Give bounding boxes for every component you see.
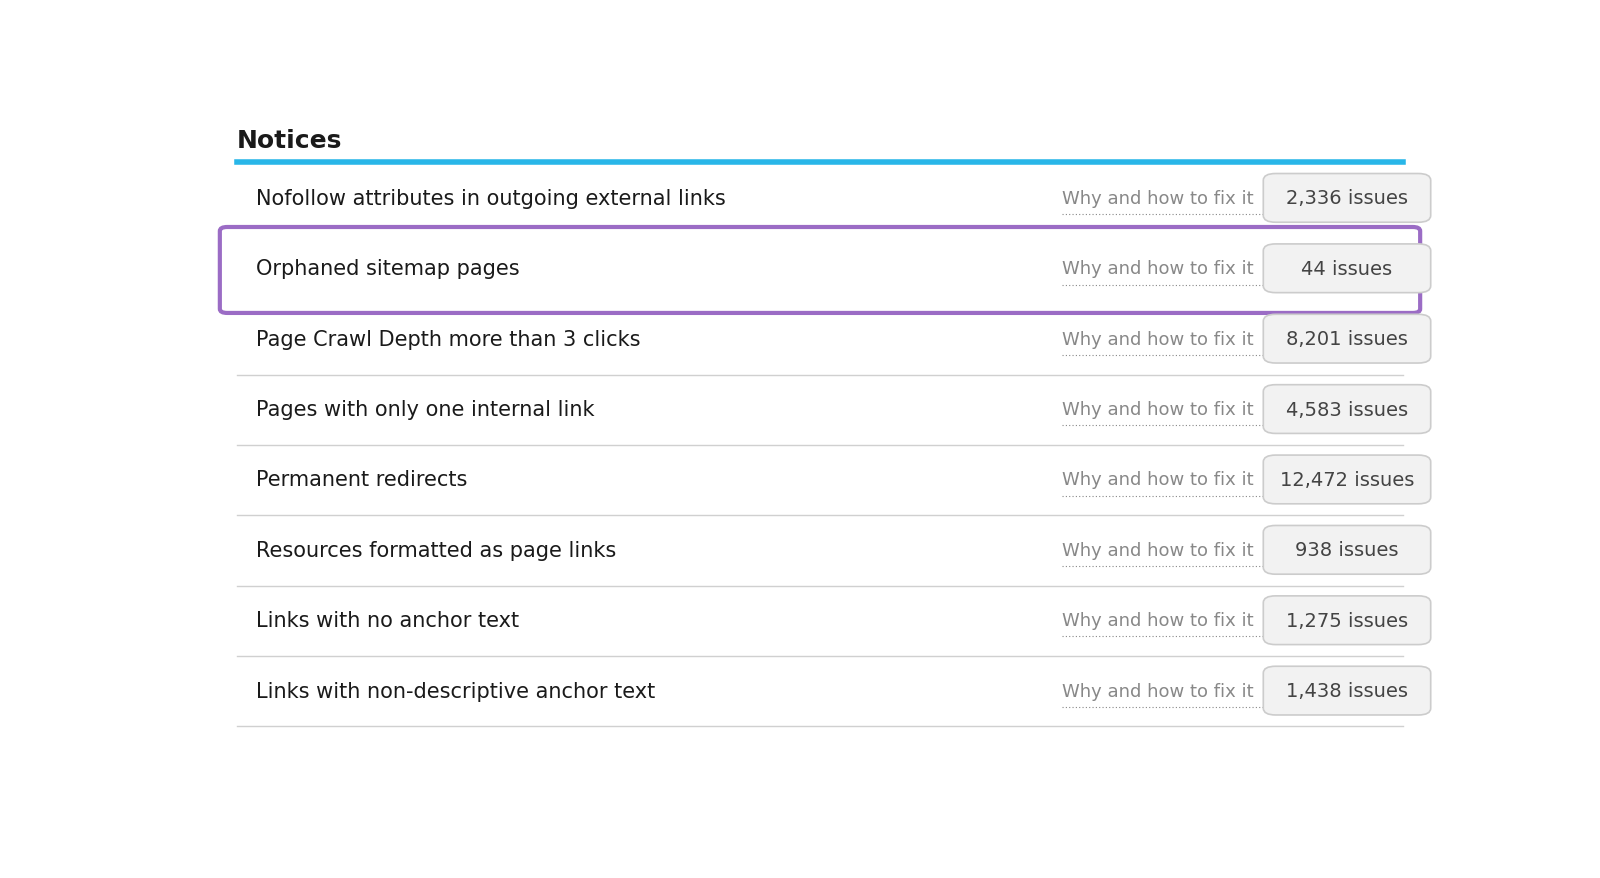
Text: Permanent redirects: Permanent redirects xyxy=(256,470,467,490)
Text: 12,472 issues: 12,472 issues xyxy=(1280,471,1414,489)
Text: Why and how to fix it: Why and how to fix it xyxy=(1062,471,1253,489)
Text: Orphaned sitemap pages: Orphaned sitemap pages xyxy=(256,259,520,279)
Text: 938 issues: 938 issues xyxy=(1296,541,1398,559)
Text: Why and how to fix it: Why and how to fix it xyxy=(1062,612,1253,630)
FancyBboxPatch shape xyxy=(1264,596,1430,644)
Text: Nofollow attributes in outgoing external links: Nofollow attributes in outgoing external… xyxy=(256,189,725,209)
Text: Why and how to fix it: Why and how to fix it xyxy=(1062,260,1253,278)
Text: Notices: Notices xyxy=(237,129,342,153)
Text: Links with non-descriptive anchor text: Links with non-descriptive anchor text xyxy=(256,680,654,701)
Text: 1,275 issues: 1,275 issues xyxy=(1286,611,1408,630)
Text: Why and how to fix it: Why and how to fix it xyxy=(1062,541,1253,559)
Text: Page Crawl Depth more than 3 clicks: Page Crawl Depth more than 3 clicks xyxy=(256,329,640,349)
Text: Links with no anchor text: Links with no anchor text xyxy=(256,610,518,630)
FancyBboxPatch shape xyxy=(1264,245,1430,293)
Text: 8,201 issues: 8,201 issues xyxy=(1286,330,1408,349)
FancyBboxPatch shape xyxy=(1264,385,1430,434)
FancyBboxPatch shape xyxy=(219,227,1421,313)
Text: Why and how to fix it: Why and how to fix it xyxy=(1062,330,1253,349)
Text: 4,583 issues: 4,583 issues xyxy=(1286,400,1408,419)
Text: Why and how to fix it: Why and how to fix it xyxy=(1062,400,1253,419)
FancyBboxPatch shape xyxy=(1264,315,1430,363)
FancyBboxPatch shape xyxy=(1264,666,1430,716)
Text: 44 issues: 44 issues xyxy=(1301,260,1392,278)
FancyBboxPatch shape xyxy=(1264,456,1430,504)
FancyBboxPatch shape xyxy=(1264,175,1430,223)
Text: Pages with only one internal link: Pages with only one internal link xyxy=(256,399,594,420)
Text: Why and how to fix it: Why and how to fix it xyxy=(1062,682,1253,700)
Text: Why and how to fix it: Why and how to fix it xyxy=(1062,190,1253,207)
Text: 1,438 issues: 1,438 issues xyxy=(1286,681,1408,701)
FancyBboxPatch shape xyxy=(1264,526,1430,574)
Text: 2,336 issues: 2,336 issues xyxy=(1286,189,1408,208)
Text: Resources formatted as page links: Resources formatted as page links xyxy=(256,540,616,560)
